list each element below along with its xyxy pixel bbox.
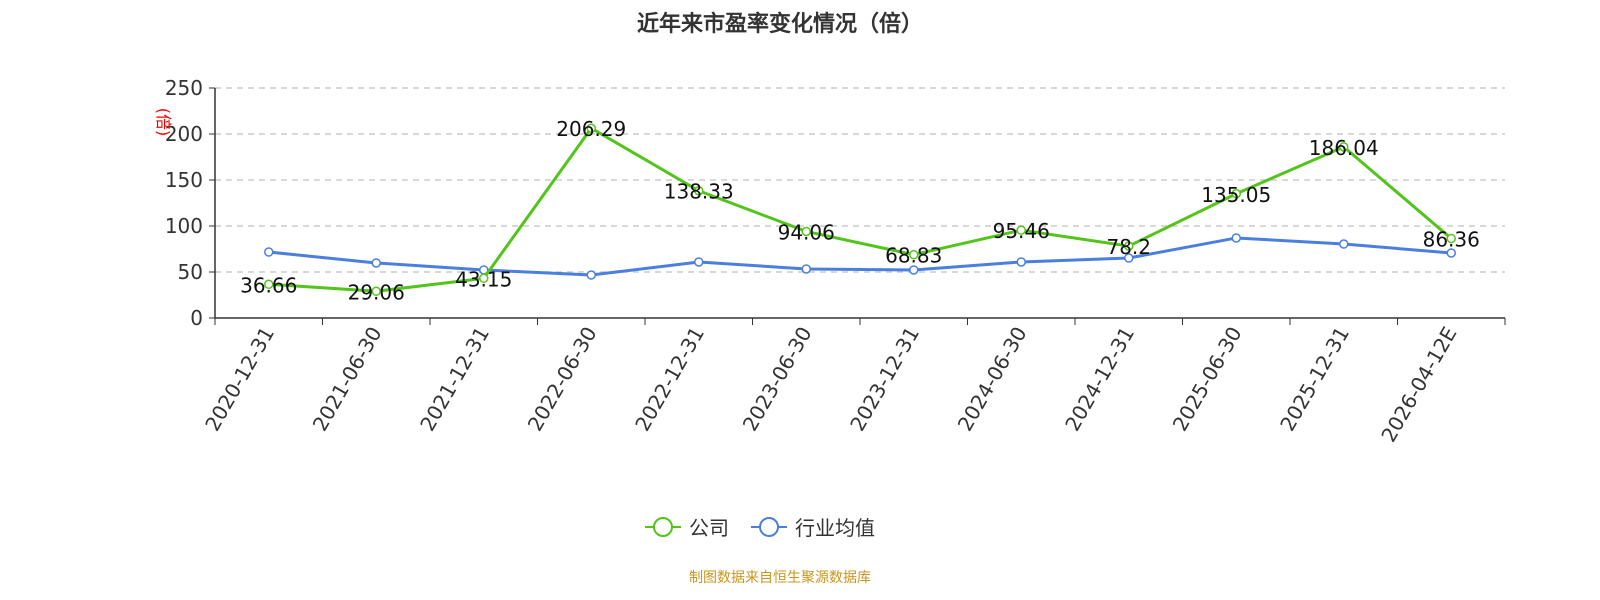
x-tick-label: 2022-12-31: [630, 323, 709, 436]
data-point: [1231, 189, 1241, 199]
x-tick-label: 2024-06-30: [953, 323, 1032, 436]
data-point: [1446, 233, 1456, 244]
data-label: 68.83: [885, 244, 942, 268]
x-tick-label: 2025-12-31: [1275, 323, 1354, 436]
data-point: [264, 279, 274, 290]
data-label: 29.06: [348, 280, 405, 304]
data-point: [371, 286, 381, 297]
data-point: [264, 247, 274, 257]
data-point: [801, 226, 811, 237]
data-label: 94.06: [778, 220, 835, 244]
data-point: [586, 123, 596, 133]
data-point: [1124, 253, 1134, 263]
data-label: 43.15: [455, 267, 512, 291]
legend-item-industry[interactable]: 行业均值: [751, 512, 875, 541]
legend-marker-industry: [751, 516, 787, 537]
data-point: [1446, 248, 1456, 258]
data-point: [694, 185, 704, 196]
data-point: [1016, 225, 1026, 235]
data-label: 36.66: [240, 273, 297, 297]
data-label: 206.29: [556, 117, 626, 141]
x-tick-label: 2023-12-31: [845, 323, 924, 436]
chart-title: 近年来市盈率变化情况（倍）: [636, 12, 923, 37]
data-label: 86.36: [1423, 228, 1480, 252]
x-tick-label: 2022-06-30: [523, 323, 602, 436]
x-tick-label: 2024-12-31: [1060, 323, 1139, 436]
data-label: 95.46: [993, 219, 1050, 243]
series-line-industry: [268, 236, 1452, 277]
data-label: 78.2: [1106, 235, 1151, 259]
data-point: [801, 264, 811, 274]
data-point: [479, 273, 489, 284]
data-point: [1124, 241, 1134, 251]
data-point: [586, 270, 596, 280]
data-source: 制图数据来自恒生聚源数据库: [689, 570, 871, 586]
y-tick-label: 200: [165, 122, 203, 146]
data-label: 186.04: [1309, 136, 1379, 160]
series-line-company: [268, 126, 1453, 293]
y-tick-label: 150: [165, 168, 203, 192]
y-tick-label: 50: [178, 260, 203, 284]
legend: 公司 行业均值: [645, 512, 889, 541]
data-point: [371, 258, 381, 268]
legend-label-industry: 行业均值: [795, 516, 875, 540]
legend-label-company: 公司: [689, 516, 729, 540]
data-point: [1231, 233, 1241, 243]
data-label: 135.05: [1201, 183, 1271, 207]
y-tick-label: 250: [165, 76, 203, 100]
data-point: [909, 249, 919, 260]
data-label: 138.33: [664, 180, 734, 204]
x-tick-label: 2026-04-12E: [1376, 323, 1461, 447]
x-tick-label: 2023-06-30: [738, 323, 817, 436]
y-tick-label: 100: [165, 214, 203, 238]
x-tick-label: 2021-06-30: [308, 323, 387, 436]
data-point: [1339, 142, 1349, 152]
data-point: [694, 257, 704, 267]
x-tick-label: 2025-06-30: [1168, 323, 1247, 436]
y-axis-label: (倍): [154, 108, 173, 137]
data-point: [1339, 239, 1349, 249]
y-tick-label: 0: [190, 306, 203, 330]
x-tick-label: 2020-12-31: [200, 323, 279, 436]
legend-item-company[interactable]: 公司: [645, 512, 729, 541]
data-point: [1016, 257, 1026, 267]
x-tick-label: 2021-12-31: [415, 323, 494, 436]
legend-marker-company: [645, 516, 681, 537]
data-point: [909, 265, 919, 275]
